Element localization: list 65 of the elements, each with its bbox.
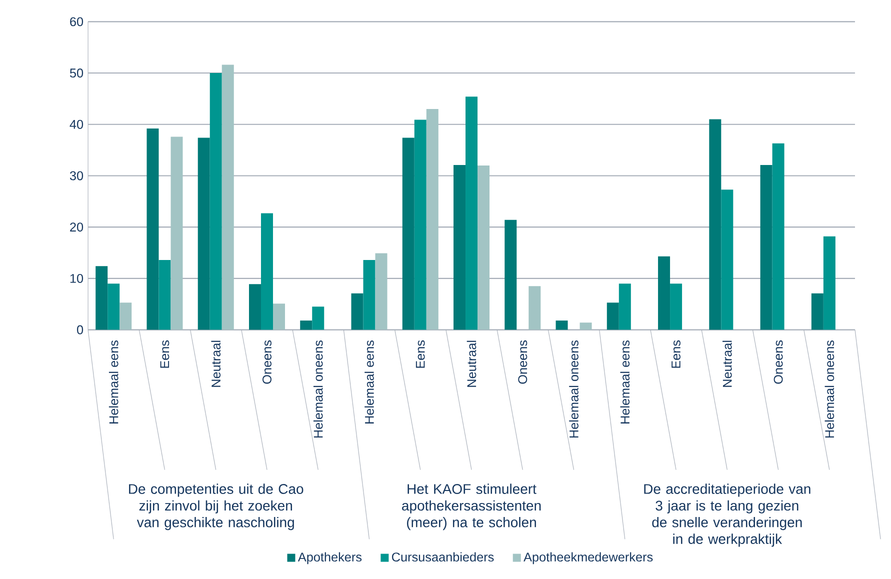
bar	[823, 236, 836, 330]
bar	[426, 109, 438, 330]
bar	[670, 284, 682, 330]
bar	[709, 119, 722, 330]
bar	[198, 138, 210, 330]
x-tick-label: Eens	[416, 340, 425, 368]
bar	[158, 260, 171, 330]
x-tick-label: Helemaal eens	[108, 340, 118, 424]
bar	[466, 96, 478, 330]
bar	[772, 143, 784, 330]
bar	[363, 260, 376, 330]
x-tick-label: Oneens	[518, 340, 528, 384]
bar	[351, 293, 364, 330]
y-tick-label: 60	[70, 17, 84, 26]
bar	[222, 64, 234, 330]
bar	[260, 213, 273, 330]
bar	[504, 220, 517, 330]
bar	[454, 165, 466, 330]
y-tick-label: 40	[70, 120, 84, 129]
bar	[528, 286, 541, 330]
bar	[402, 138, 414, 330]
y-tick-label: 30	[70, 171, 84, 180]
text: De competenties uit de Cao zijn zinvol bij het zoeken van geschikte nascholing	[129, 484, 304, 530]
legend-label: Apotheekmedewerkers	[524, 552, 653, 564]
legend-label: Cursusaanbieders	[392, 552, 494, 562]
x-tick-label: Helemaal oneens	[313, 340, 323, 438]
x-tick-label: Neutraal	[466, 340, 476, 387]
bar	[721, 190, 734, 330]
bar	[248, 284, 261, 330]
bar	[760, 165, 772, 330]
bar	[375, 253, 388, 330]
bar	[556, 320, 568, 330]
bar	[811, 293, 824, 330]
y-tick-label: 50	[70, 68, 84, 78]
bar	[606, 302, 619, 330]
y-tick-label: 0	[77, 325, 84, 334]
x-tick-label: Neutraal	[211, 340, 221, 387]
x-tick-label: Helemaal eens	[364, 340, 374, 424]
bar	[210, 73, 222, 330]
bar	[312, 306, 324, 330]
bar	[120, 302, 132, 330]
x-tick-label: Helemaal eens	[620, 340, 630, 424]
x-tick-label: Helemaal oneens	[824, 340, 834, 438]
bar	[300, 320, 312, 330]
bar	[618, 284, 631, 330]
bar	[146, 128, 159, 330]
bar	[478, 166, 490, 330]
x-tick-label: Eens	[672, 340, 680, 368]
bar	[170, 136, 183, 330]
bar	[658, 256, 670, 330]
bar	[580, 322, 592, 330]
y-tick-label: 20	[70, 222, 84, 232]
bar	[96, 266, 108, 330]
x-tick-label: Helemaal oneens	[569, 340, 578, 438]
x-tick-label: Eens	[160, 340, 170, 368]
bar	[272, 304, 286, 330]
legend-label: Apothekers	[298, 552, 362, 564]
text: De accreditatieperiode van 3 jaar is te lang gezien de snelle veranderingen in de werkpraktijk	[644, 484, 810, 547]
bar	[414, 120, 426, 330]
y-tick-label: 10	[70, 274, 84, 283]
bar	[108, 284, 120, 330]
x-tick-label: Oneens	[774, 340, 783, 384]
text: Het KAOF stimuleert apothekersassistenten (meer) na te scholen	[402, 484, 541, 530]
x-tick-label: Oneens	[262, 340, 272, 384]
x-tick-label: Neutraal	[722, 340, 732, 387]
